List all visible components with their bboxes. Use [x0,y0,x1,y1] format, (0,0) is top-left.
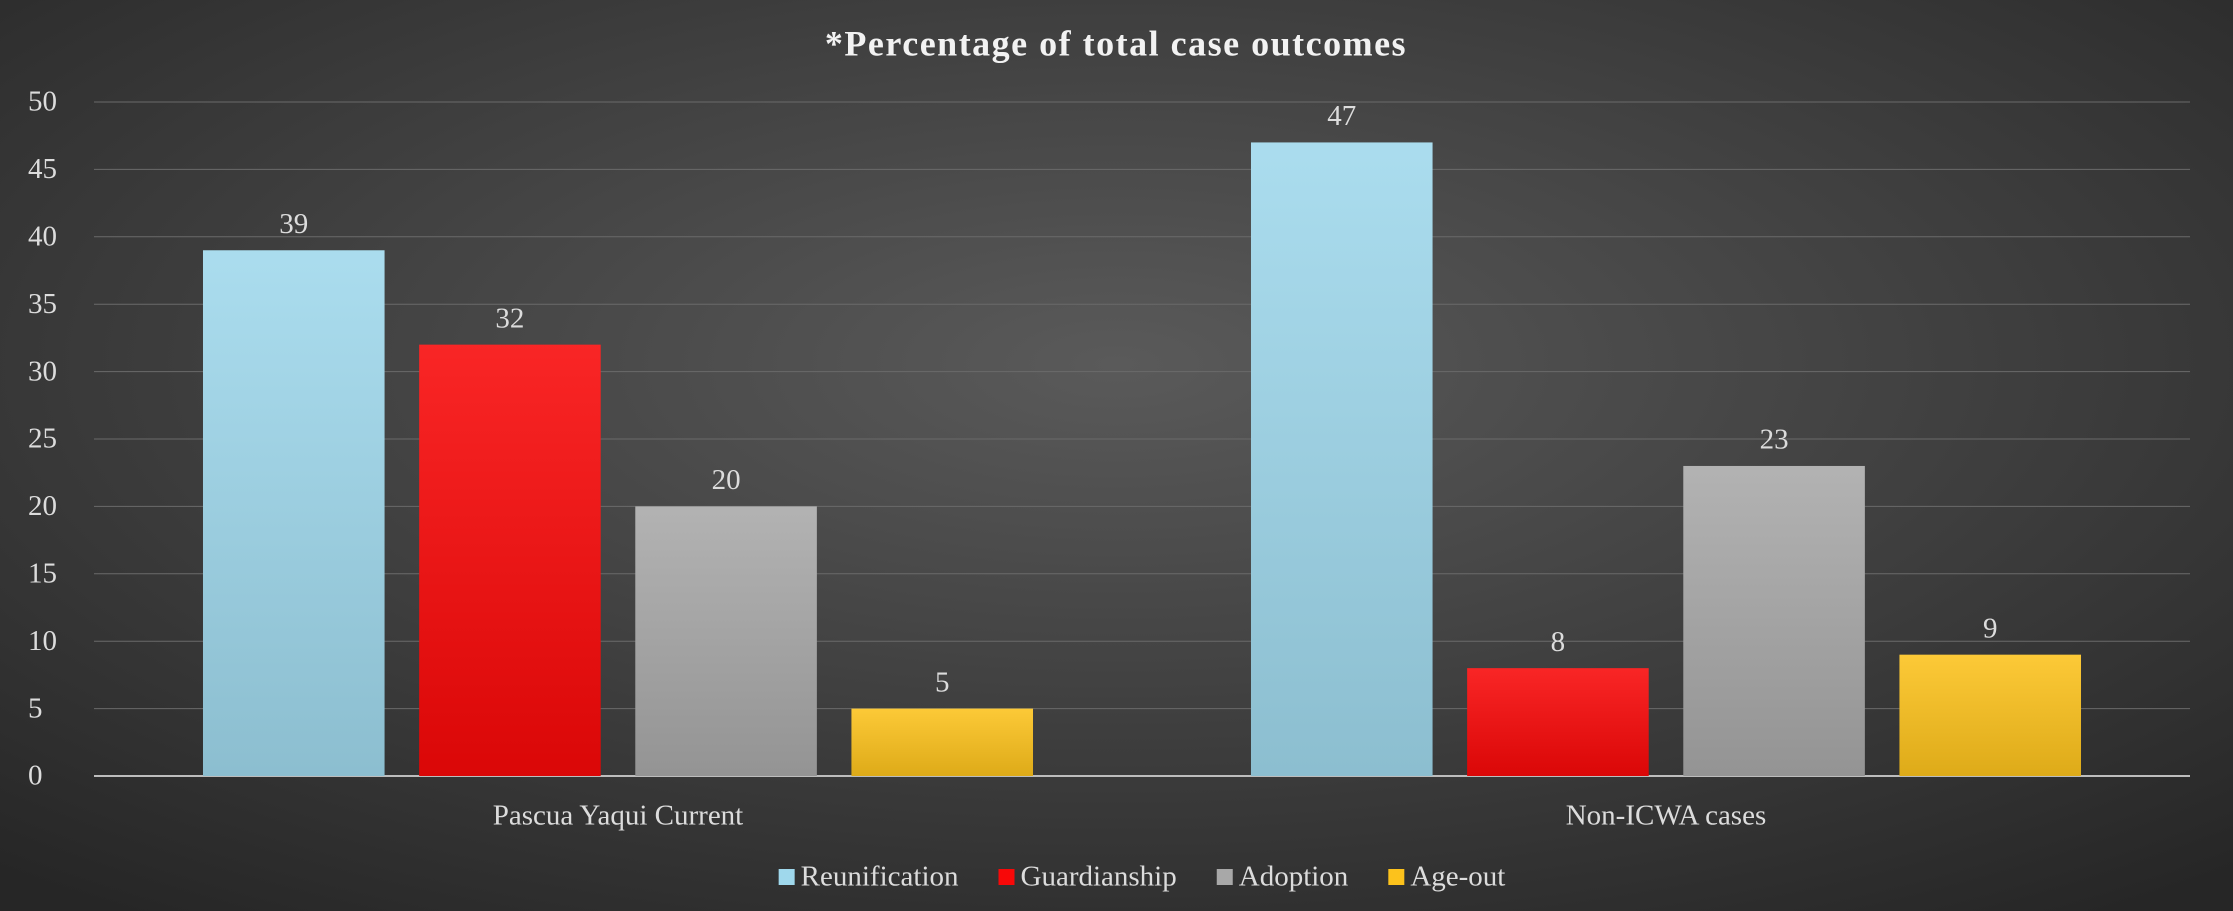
bar [1250,142,1433,776]
data-label: 8 [1551,626,1566,658]
legend-label: Reunification [801,861,959,893]
y-tick-label: 25 [28,423,57,455]
y-tick-label: 30 [28,355,57,387]
y-tick-label: 45 [28,153,57,185]
bar [202,250,385,776]
y-tick-label: 5 [28,692,43,724]
bar [419,344,601,776]
legend-swatch [1388,869,1405,885]
bar [851,708,1034,776]
bar [635,506,817,776]
legend-label: Adoption [1239,861,1349,893]
data-label: 39 [279,208,308,240]
x-tick-label: Pascua Yaqui Current [493,800,744,832]
data-label: 9 [1983,612,1998,644]
legend-swatch [1216,869,1233,885]
legend-swatch [998,869,1015,885]
bar [1467,668,1649,776]
y-tick-label: 50 [28,86,57,118]
legend-label: Guardianship [1021,861,1177,893]
data-label: 20 [712,464,741,496]
y-tick-label: 0 [28,760,43,792]
y-tick-label: 40 [28,220,57,252]
data-label: 47 [1327,100,1356,132]
legend-swatch [778,869,795,885]
data-label: 32 [495,302,524,334]
y-tick-label: 35 [28,288,57,320]
y-tick-label: 20 [28,490,57,522]
legend-label: Age-out [1410,861,1505,893]
bar [1683,465,1865,776]
chart-title: *Percentage of total case outcomes [825,23,1407,63]
data-label: 23 [1760,424,1789,456]
data-label: 5 [935,666,950,698]
y-tick-label: 10 [28,625,57,657]
y-tick-label: 15 [28,557,57,589]
x-tick-label: Non-ICWA cases [1566,800,1767,832]
bar [1899,654,2082,776]
